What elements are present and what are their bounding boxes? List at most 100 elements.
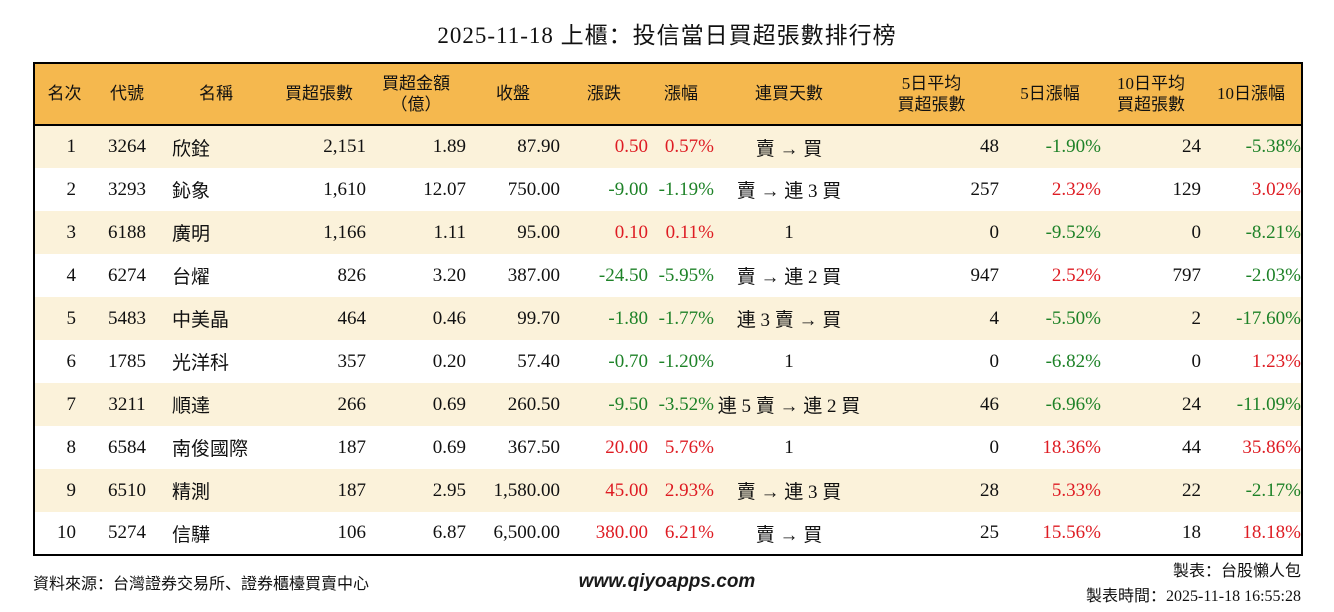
cell-avg5: 0 <box>989 221 1000 243</box>
column-header-name: 名稱 <box>160 63 272 126</box>
cell-rank: 5 <box>66 307 77 329</box>
column-header-volume: 買超張數 <box>272 63 366 126</box>
cell-streak: 1 <box>784 221 794 243</box>
cell-rank: 7 <box>66 393 77 415</box>
column-header-code: 代號 <box>94 63 160 126</box>
cell-volume: 464 <box>337 307 367 329</box>
cell-streak: 賣 → 買 <box>755 524 823 546</box>
cell-change: -9.00 <box>608 178 648 200</box>
cell-change_pct: -3.52% <box>658 393 714 415</box>
cell-pct5: 2.32% <box>1051 178 1101 200</box>
cell-avg10: 44 <box>1182 436 1201 458</box>
cell-pct5: -5.50% <box>1045 307 1101 329</box>
table-row: 3 6188 廣明 1,166 1.11 95.00 0.10 0.11% 1 0 -9.52% 0 -… <box>34 211 1302 254</box>
cell-change_pct: 2.93% <box>664 479 714 501</box>
cell-streak: 賣 → 連 3 買 <box>736 181 842 202</box>
cell-amount: 0.46 <box>432 307 466 329</box>
cell-name: 精測 <box>172 482 211 503</box>
cell-streak: 1 <box>784 350 794 372</box>
cell-close: 87.90 <box>517 136 560 157</box>
cell-change: -1.80 <box>608 307 648 329</box>
cell-amount: 12.07 <box>423 178 466 200</box>
cell-volume: 106 <box>337 522 367 543</box>
cell-pct5: -1.90% <box>1045 136 1101 157</box>
column-header-pct5: 5日漲幅 <box>999 63 1101 126</box>
cell-streak: 賣 → 連 3 買 <box>736 482 842 503</box>
table-row: 1 3264 欣銓 2,151 1.89 87.90 0.50 0.57% 賣 → 買 48 -1.… <box>34 125 1302 168</box>
cell-avg5: 48 <box>980 136 999 157</box>
cell-code: 3264 <box>108 136 146 157</box>
cell-streak: 賣 → 買 <box>755 138 823 160</box>
table-row: 8 6584 南俊國際 187 0.69 367.50 20.00 5.76% 1 0 18.36%… <box>34 426 1302 469</box>
column-header-avg5: 5日平均 買超張數 <box>864 63 999 126</box>
cell-name: 欣銓 <box>172 138 211 160</box>
cell-code: 5274 <box>108 522 146 543</box>
cell-amount: 0.69 <box>432 436 466 458</box>
cell-pct10: -17.60% <box>1236 307 1301 329</box>
cell-rank: 10 <box>57 522 76 543</box>
cell-avg5: 947 <box>970 264 1000 286</box>
cell-pct10: 1.23% <box>1251 350 1301 372</box>
credit-block: 製表：台股懶人包 製表時間：2025-11-18 16:55:28 <box>1086 559 1301 609</box>
cell-change_pct: -1.77% <box>658 307 714 329</box>
table-row: 6 1785 光洋科 357 0.20 57.40 -0.70 -1.20% 1 0 -6.82% 0… <box>34 340 1302 383</box>
cell-streak: 連 5 賣 → 連 2 買 <box>717 396 861 417</box>
cell-close: 6,500.00 <box>493 522 561 543</box>
cell-avg5: 257 <box>970 178 1000 200</box>
cell-streak: 1 <box>784 436 794 458</box>
cell-code: 3211 <box>108 393 146 415</box>
cell-change_pct: -5.95% <box>658 264 714 286</box>
cell-pct10: 18.18% <box>1242 522 1301 543</box>
cell-code: 1785 <box>108 350 146 372</box>
cell-streak: 賣 → 連 2 買 <box>736 267 842 288</box>
cell-close: 95.00 <box>517 221 560 243</box>
cell-change_pct: -1.20% <box>658 350 714 372</box>
column-header-streak: 連買天數 <box>714 63 864 126</box>
cell-change: 20.00 <box>605 436 648 458</box>
cell-pct5: -6.82% <box>1045 350 1101 372</box>
cell-change: 0.50 <box>614 136 648 157</box>
cell-close: 367.50 <box>507 436 560 458</box>
cell-pct10: 3.02% <box>1251 178 1301 200</box>
cell-rank: 6 <box>66 350 77 372</box>
footer: 資料來源：台灣證券交易所、證券櫃檯買賣中心 www.qiyoapps.com 製… <box>33 558 1301 612</box>
cell-rank: 9 <box>66 479 77 501</box>
cell-name: 中美晶 <box>172 310 230 331</box>
cell-change: -24.50 <box>598 264 648 286</box>
cell-name: 信驊 <box>172 524 211 546</box>
cell-avg10: 797 <box>1172 264 1202 286</box>
cell-name: 台燿 <box>172 267 211 288</box>
cell-change: 380.00 <box>595 522 648 543</box>
cell-volume: 187 <box>337 436 367 458</box>
cell-avg5: 28 <box>980 479 999 501</box>
cell-volume: 187 <box>337 479 367 501</box>
cell-pct5: 5.33% <box>1051 479 1101 501</box>
cell-avg10: 22 <box>1182 479 1201 501</box>
cell-change: 0.10 <box>614 221 648 243</box>
cell-avg10: 0 <box>1191 350 1202 372</box>
cell-change: 45.00 <box>605 479 648 501</box>
cell-code: 6510 <box>108 479 146 501</box>
cell-rank: 1 <box>66 136 77 157</box>
cell-rank: 4 <box>66 264 77 286</box>
cell-volume: 357 <box>337 350 367 372</box>
cell-close: 99.70 <box>517 307 560 329</box>
cell-volume: 1,166 <box>323 221 366 243</box>
cell-change_pct: -1.19% <box>658 178 714 200</box>
cell-close: 57.40 <box>517 350 560 372</box>
cell-pct5: 15.56% <box>1042 522 1101 543</box>
cell-close: 260.50 <box>507 393 560 415</box>
ranking-table: 名次 代號 名稱 買超張數 買超金額 （億） 收盤 漲跌 漲幅 連買天數 5日平均 買超張數 5日漲… <box>33 62 1303 556</box>
cell-code: 3293 <box>108 178 146 200</box>
cell-amount: 2.95 <box>432 479 466 501</box>
cell-avg10: 2 <box>1191 307 1202 329</box>
column-header-avg10: 10日平均 買超張數 <box>1101 63 1201 126</box>
cell-pct5: -9.52% <box>1045 221 1101 243</box>
cell-avg10: 129 <box>1172 178 1202 200</box>
cell-avg5: 0 <box>989 350 1000 372</box>
cell-amount: 1.11 <box>433 221 466 243</box>
cell-name: 廣明 <box>172 224 211 245</box>
cell-pct5: 2.52% <box>1051 264 1101 286</box>
cell-pct10: -2.17% <box>1245 479 1301 501</box>
